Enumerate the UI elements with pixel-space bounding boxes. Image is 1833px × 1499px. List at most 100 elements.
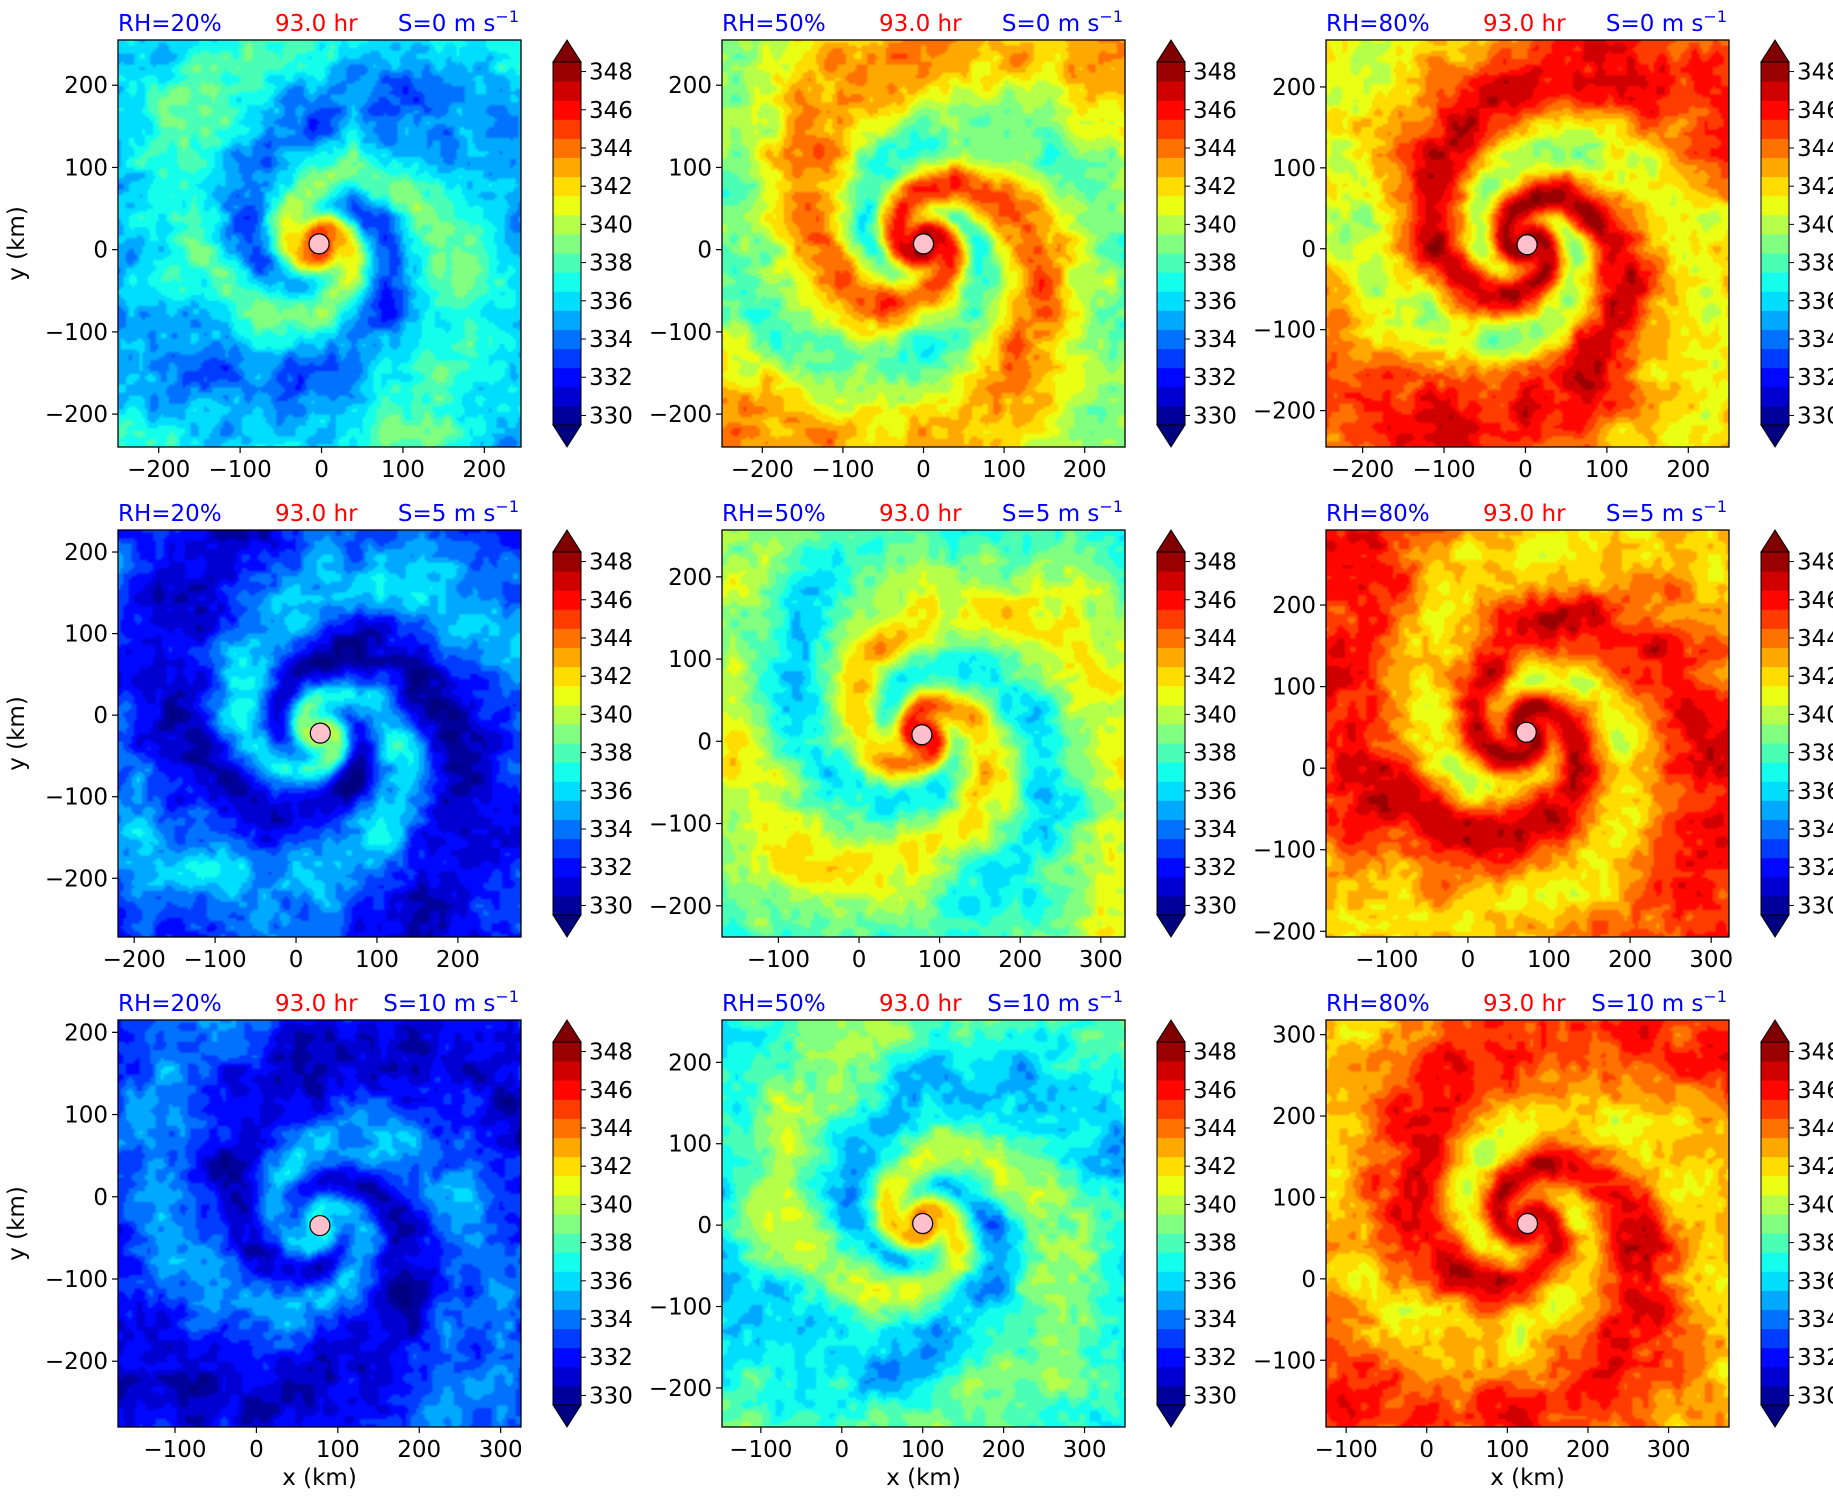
colorbar-level xyxy=(1157,310,1185,330)
colorbar-level xyxy=(1761,876,1789,897)
x-tick-label: −200 xyxy=(731,457,794,483)
colorbar-level xyxy=(1157,1213,1185,1234)
colorbar-level xyxy=(1157,253,1185,273)
colorbar-tick-label: 336 xyxy=(589,289,633,315)
y-tick-label: −100 xyxy=(1253,1348,1316,1374)
x-tick-label: 100 xyxy=(918,947,962,973)
x-tick-label: −100 xyxy=(1315,1437,1378,1463)
colorbar-extend-min xyxy=(1760,424,1790,448)
colorbar-tick-label: 330 xyxy=(1193,403,1237,429)
colorbar-tick-label: 330 xyxy=(589,893,633,919)
y-tick-label: 0 xyxy=(93,703,108,729)
colorbar-tick-label: 330 xyxy=(1797,1383,1833,1409)
y-tick-label: 200 xyxy=(1272,75,1316,101)
colorbar-level xyxy=(553,800,581,820)
colorbar-tick-label: 340 xyxy=(1797,212,1833,238)
y-tick-label: 0 xyxy=(697,1213,712,1239)
y-axis-label: y (km) xyxy=(4,696,30,771)
colorbar-level xyxy=(1761,272,1789,292)
plot-frame xyxy=(1325,39,1730,448)
panel-6: −100 0 100 200 300 −200 −100 0 100 200 RH=80% 93.0 … xyxy=(1253,497,1833,973)
colorbar-tick-label: 340 xyxy=(1193,702,1237,728)
colorbar-extend-max xyxy=(552,39,582,63)
y-tick-label: 200 xyxy=(668,565,712,591)
colorbar-tick-label: 348 xyxy=(589,60,633,86)
colorbar-level xyxy=(553,723,581,744)
colorbar-tick-label: 336 xyxy=(1193,289,1237,315)
colorbar-tick-label: 342 xyxy=(1193,174,1237,200)
colorbar-level xyxy=(1157,571,1185,591)
colorbar-level xyxy=(1157,857,1185,878)
storm-center-marker xyxy=(308,233,330,255)
colorbar-level xyxy=(1761,253,1789,273)
colorbar-level xyxy=(553,195,581,216)
colorbar-tick-label: 332 xyxy=(589,1345,633,1371)
colorbar-level xyxy=(1761,1309,1789,1330)
colorbar-level xyxy=(1157,1194,1185,1215)
x-tick-label: 100 xyxy=(355,947,399,973)
colorbar-level xyxy=(1157,590,1185,610)
colorbar-tick-label: 344 xyxy=(1797,136,1833,162)
colorbar-level xyxy=(1761,609,1789,629)
y-tick-label: −100 xyxy=(649,320,712,346)
colorbar-level xyxy=(1761,310,1789,330)
colorbar-tick-label: 340 xyxy=(589,702,633,728)
shear-label: S=5 m s−1 xyxy=(1002,497,1123,527)
colorbar-level xyxy=(553,1118,581,1139)
shear-exponent: −1 xyxy=(1703,987,1727,1006)
x-tick-label: 300 xyxy=(479,1437,523,1463)
colorbar-level xyxy=(1761,552,1789,572)
y-axis-label: y (km) xyxy=(4,206,30,281)
time-label: 93.0 hr xyxy=(1483,501,1566,527)
colorbar-level xyxy=(553,552,581,572)
colorbar-tick-label: 332 xyxy=(1797,855,1833,881)
time-label: 93.0 hr xyxy=(879,11,962,37)
colorbar-tick-label: 340 xyxy=(589,212,633,238)
x-tick-label: 0 xyxy=(1419,1437,1434,1463)
colorbar-tick-label: 338 xyxy=(1797,741,1833,767)
colorbar-level xyxy=(1157,762,1185,782)
colorbar-level xyxy=(1157,1080,1185,1100)
colorbar-tick-label: 342 xyxy=(589,174,633,200)
colorbar-level xyxy=(1157,119,1185,139)
colorbar-tick-label: 334 xyxy=(589,327,633,353)
colorbar-level xyxy=(553,1252,581,1272)
colorbar-level xyxy=(1761,1252,1789,1272)
colorbar-level xyxy=(1157,704,1185,725)
shear-exponent: −1 xyxy=(1703,7,1727,26)
colorbar-level xyxy=(553,329,581,350)
colorbar-level xyxy=(553,348,581,369)
colorbar-level xyxy=(1157,838,1185,859)
time-label: 93.0 hr xyxy=(275,501,358,527)
shear-label: S=0 m s−1 xyxy=(1606,7,1727,37)
colorbar-tick-label: 334 xyxy=(589,1307,633,1333)
rh-label: RH=20% xyxy=(118,11,222,37)
colorbar-level xyxy=(1761,291,1789,311)
x-tick-label: −100 xyxy=(747,947,810,973)
x-tick-label: 0 xyxy=(852,947,867,973)
colorbar-tick-label: 338 xyxy=(1797,251,1833,277)
colorbar-level xyxy=(1761,590,1789,610)
colorbar-tick-label: 344 xyxy=(1193,626,1237,652)
y-tick-label: 0 xyxy=(1301,756,1316,782)
colorbar-level xyxy=(1157,367,1185,388)
colorbar-level xyxy=(553,386,581,407)
colorbar-level xyxy=(1761,1347,1789,1368)
colorbar-frame xyxy=(552,551,582,916)
rh-label: RH=20% xyxy=(118,501,222,527)
colorbar-level xyxy=(1761,214,1789,235)
x-tick-label: −100 xyxy=(184,947,247,973)
colorbar: 330 332 334 336 338 340 342 344 346 348 xyxy=(552,39,633,448)
plot-frame xyxy=(117,1019,522,1428)
y-tick-label: 100 xyxy=(1272,1185,1316,1211)
colorbar-level xyxy=(1761,1080,1789,1100)
colorbar-level xyxy=(1761,81,1789,101)
x-tick-label: 100 xyxy=(901,1437,945,1463)
x-tick-label: 300 xyxy=(1079,947,1123,973)
colorbar-level xyxy=(553,781,581,801)
colorbar-level xyxy=(1157,272,1185,292)
plot-frame xyxy=(117,529,522,938)
y-tick-label: 200 xyxy=(64,1020,108,1046)
colorbar-level xyxy=(1157,81,1185,101)
colorbar-extend-min xyxy=(552,914,582,938)
